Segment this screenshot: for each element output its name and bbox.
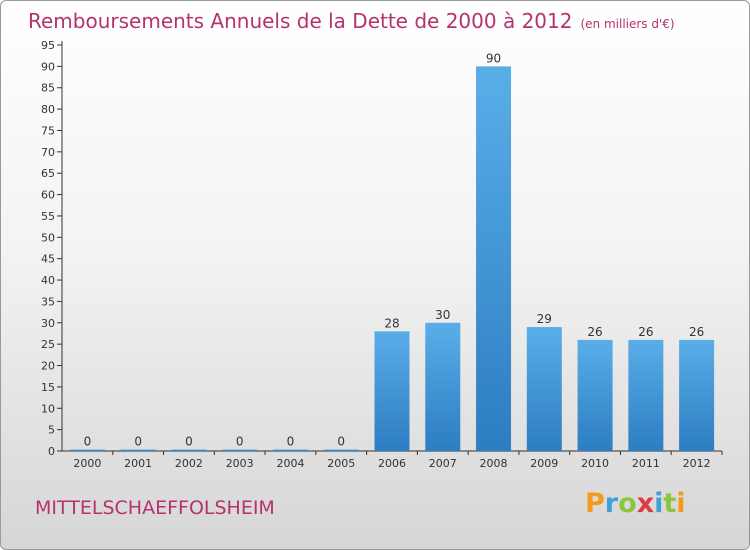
y-tick-label-85: 85 bbox=[41, 82, 55, 95]
x-tick-label-2008: 2008 bbox=[480, 457, 508, 470]
data-label-2010: 26 bbox=[587, 325, 602, 339]
logo-letter-0: P bbox=[585, 488, 605, 519]
data-label-2004: 0 bbox=[287, 435, 295, 449]
x-tick-label-2000: 2000 bbox=[73, 457, 101, 470]
x-tick-label-2011: 2011 bbox=[632, 457, 660, 470]
bar-2010 bbox=[577, 339, 613, 451]
logo-letter-5: t bbox=[663, 488, 677, 519]
axes: 0 5 10 15 20 25 30 35 40 45 50 55 60 65 70 75 80 85 90 95 20… bbox=[41, 39, 723, 470]
data-label-2009: 29 bbox=[537, 312, 552, 326]
data-label-2000: 0 bbox=[84, 435, 92, 449]
bar-chart: 0 5 10 15 20 25 30 35 40 45 50 55 60 65 70 75 80 85 90 95 20… bbox=[41, 39, 723, 470]
y-tick-label-45: 45 bbox=[41, 253, 55, 266]
bar-2000 bbox=[69, 449, 105, 451]
bar-2007 bbox=[425, 322, 461, 451]
x-tick-label-2006: 2006 bbox=[378, 457, 406, 470]
bar-2009 bbox=[526, 327, 562, 451]
bar-2008 bbox=[476, 66, 512, 452]
x-tick-label-2010: 2010 bbox=[581, 457, 609, 470]
y-tick-label-25: 25 bbox=[41, 338, 55, 351]
bars: 0 0 0 0 0 0 28 30 90 29 26 26 26 bbox=[69, 51, 715, 452]
bar-2011 bbox=[628, 339, 664, 451]
data-label-2012: 26 bbox=[689, 325, 704, 339]
y-tick-label-65: 65 bbox=[41, 167, 55, 180]
y-tick-label-10: 10 bbox=[41, 402, 55, 415]
bar-2001 bbox=[120, 449, 156, 451]
title-unit: (en milliers d'€) bbox=[580, 17, 675, 31]
x-tick-label-2004: 2004 bbox=[276, 457, 304, 470]
bar-2003 bbox=[222, 449, 258, 451]
data-label-2001: 0 bbox=[134, 435, 142, 449]
data-label-2008: 90 bbox=[486, 51, 501, 65]
bar-2005 bbox=[323, 449, 359, 451]
y-tick-label-0: 0 bbox=[48, 445, 55, 458]
y-tick-label-70: 70 bbox=[41, 146, 55, 159]
y-tick-label-75: 75 bbox=[41, 124, 55, 137]
logo-letter-4: i bbox=[654, 488, 664, 519]
x-tick-label-2002: 2002 bbox=[175, 457, 203, 470]
bar-2004 bbox=[272, 449, 308, 451]
y-tick-label-40: 40 bbox=[41, 274, 55, 287]
logo-letter-3: x bbox=[636, 488, 655, 519]
chart-title: Remboursements Annuels de la Dette de 20… bbox=[28, 9, 675, 33]
y-tick-label-90: 90 bbox=[41, 60, 55, 73]
proxiti-logo: Proxiti bbox=[585, 488, 686, 519]
title-text: Remboursements Annuels de la Dette de 20… bbox=[28, 9, 573, 33]
y-tick-label-60: 60 bbox=[41, 189, 55, 202]
bar-2002 bbox=[171, 449, 207, 451]
y-tick-label-15: 15 bbox=[41, 381, 55, 394]
x-tick-label-2009: 2009 bbox=[530, 457, 558, 470]
x-tick-label-2005: 2005 bbox=[327, 457, 355, 470]
data-label-2003: 0 bbox=[236, 435, 244, 449]
y-tick-label-95: 95 bbox=[41, 39, 55, 52]
commune-name: MITTELSCHAEFFOLSHEIM bbox=[35, 497, 275, 519]
x-tick-label-2007: 2007 bbox=[429, 457, 457, 470]
x-tick-label-2003: 2003 bbox=[226, 457, 254, 470]
y-tick-label-35: 35 bbox=[41, 295, 55, 308]
logo-letter-1: r bbox=[604, 488, 619, 519]
y-tick-label-30: 30 bbox=[41, 317, 55, 330]
y-tick-label-5: 5 bbox=[48, 424, 55, 437]
logo-letter-2: o bbox=[618, 488, 637, 519]
x-tick-label-2001: 2001 bbox=[124, 457, 152, 470]
bar-2006 bbox=[374, 331, 410, 451]
data-label-2011: 26 bbox=[638, 325, 653, 339]
logo-letter-6: i bbox=[676, 488, 686, 519]
y-tick-label-55: 55 bbox=[41, 210, 55, 223]
x-tick-label-2012: 2012 bbox=[683, 457, 711, 470]
data-label-2007: 30 bbox=[435, 308, 450, 322]
y-tick-label-20: 20 bbox=[41, 360, 55, 373]
y-tick-label-50: 50 bbox=[41, 231, 55, 244]
data-label-2002: 0 bbox=[185, 435, 193, 449]
y-tick-label-80: 80 bbox=[41, 103, 55, 116]
data-label-2005: 0 bbox=[337, 435, 345, 449]
bar-2012 bbox=[679, 339, 715, 451]
data-label-2006: 28 bbox=[384, 316, 399, 330]
